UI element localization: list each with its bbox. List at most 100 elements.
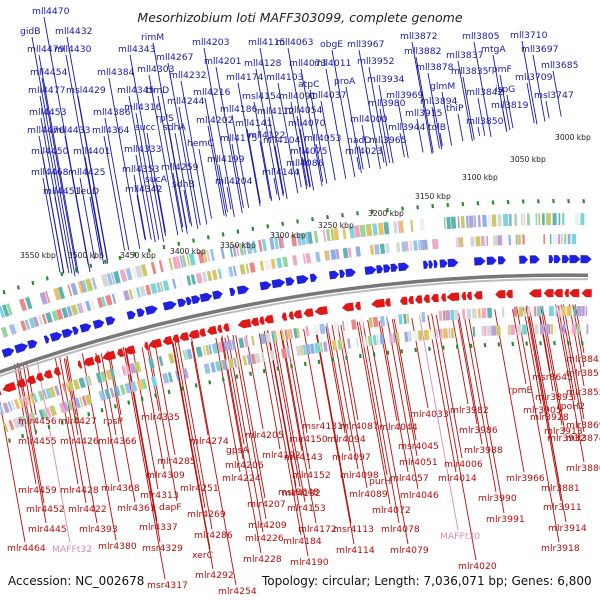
gene-label-mlr4335[interactable]: mlr4335 [141, 412, 180, 423]
gene-label-mlr4143[interactable]: mlr4143 [284, 452, 323, 463]
gene-label-mlr4464[interactable]: mlr4464 [7, 543, 46, 554]
gene-label-mll4011[interactable]: mll4011 [314, 58, 351, 69]
gene-label-mlr4205[interactable]: mlr4205 [245, 430, 284, 441]
gene-label-msl4154[interactable]: msl4154 [242, 91, 282, 102]
gene-label-mlr4209[interactable]: mlr4209 [248, 520, 287, 531]
gene-label-mll3967[interactable]: mll3967 [347, 39, 385, 50]
gene-label-mll4454[interactable]: mll4454 [30, 67, 68, 78]
gene-label-mlr3928[interactable]: mlr3928 [530, 412, 569, 423]
gene-label-xerc[interactable]: xerC [192, 550, 213, 561]
gene-label-mlr4098[interactable]: mlr4098 [340, 470, 379, 481]
gene-label-mlr3988[interactable]: mlr3988 [464, 445, 503, 456]
gene-label-mlr4150[interactable]: mlr4150 [289, 434, 328, 445]
gene-label-mlr4033[interactable]: mlr4033 [410, 409, 449, 420]
gene-label-rpls[interactable]: rplS [156, 113, 174, 124]
gene-label-mlr4192[interactable]: mlr4192 [262, 450, 301, 461]
gene-label-mll4103[interactable]: mll4103 [266, 72, 304, 83]
gene-label-mlr4072[interactable]: mlr4072 [372, 505, 411, 516]
gene-label-mlr4097[interactable]: mlr4097 [332, 452, 371, 463]
gene-label-mlr4006[interactable]: mlr4006 [444, 459, 483, 470]
gene-label-mll4479[interactable]: mll4479 [27, 44, 65, 55]
gene-label-mll4353[interactable]: mll4353 [122, 164, 160, 175]
gene-label-thip[interactable]: thiP [446, 103, 464, 114]
gene-label-mlr4380[interactable]: mlr4380 [98, 541, 137, 552]
gene-label-mll3878[interactable]: mll3878 [416, 62, 454, 73]
gene-label-mll3915[interactable]: mll3915 [405, 108, 443, 119]
gene-label-mlr4094[interactable]: mlr4094 [327, 434, 366, 445]
gene-label-mlr4368[interactable]: mlr4368 [101, 483, 140, 494]
gene-label-mlr4254[interactable]: mlr4254 [218, 586, 257, 597]
gene-label-mlr3869[interactable]: mlr3869 [566, 420, 600, 431]
gene-label-mll3710[interactable]: mll3710 [510, 30, 548, 41]
gene-label-dapf[interactable]: dapF [159, 502, 182, 513]
gene-label-mlr3986[interactable]: mlr3986 [459, 425, 498, 436]
gene-label-mll4000[interactable]: mll4000 [350, 114, 388, 125]
gene-label-mll4477[interactable]: mll4477 [28, 85, 66, 96]
gene-label-msr4113[interactable]: msr4113 [333, 524, 374, 535]
gene-label-mlr3966[interactable]: mlr3966 [506, 473, 545, 484]
gene-label-mlr4051[interactable]: mlr4051 [399, 457, 438, 468]
gene-label-mlr3982[interactable]: mlr3982 [450, 405, 489, 416]
gene-label-mll3944[interactable]: mll3944 [388, 122, 426, 133]
gene-label-mlr4274[interactable]: mlr4274 [190, 436, 229, 447]
gene-label-rpoh2[interactable]: rpoH2 [557, 401, 585, 412]
gene-label-mll4432[interactable]: mll4432 [55, 26, 92, 37]
gene-label-mlr3874[interactable]: mlr3874 [566, 433, 600, 444]
gene-label-mlr3843[interactable]: mlr3843 [566, 354, 600, 365]
gene-label-mlr4452[interactable]: mlr4452 [26, 504, 65, 515]
gene-label-msr4317[interactable]: msr4317 [147, 580, 188, 591]
gene-label-succ[interactable]: succ [135, 122, 156, 133]
gene-label-mlr3990[interactable]: mlr3990 [478, 493, 517, 504]
gene-label-mll4316[interactable]: mll4316 [124, 102, 162, 113]
gene-label-mlr4251[interactable]: mlr4251 [180, 483, 219, 494]
gene-label-mll4401[interactable]: mll4401 [73, 146, 110, 157]
gene-label-mll3850[interactable]: mll3850 [466, 116, 504, 127]
gene-label-mlr3918[interactable]: mlr3918 [541, 543, 580, 554]
gene-label-mll3709[interactable]: mll3709 [515, 72, 553, 83]
gene-label-mlr4422[interactable]: mlr4422 [68, 504, 107, 515]
gene-label-mlr4286[interactable]: mlr4286 [194, 530, 233, 541]
gene-label-mlr4078[interactable]: mlr4078 [381, 524, 420, 535]
gene-label-glmm[interactable]: glmM [430, 81, 455, 92]
gene-label-mlr4014[interactable]: mlr4014 [438, 473, 477, 484]
gene-label-hemc[interactable]: hemC [187, 138, 214, 149]
gene-label-mll4186[interactable]: mll4186 [220, 104, 258, 115]
gene-label-mll4144[interactable]: mll4144 [262, 167, 300, 178]
gene-label-mlr3913[interactable]: mlr3913 [544, 426, 583, 437]
gene-label-purh[interactable]: purH [369, 476, 391, 487]
gene-label-mlr4020[interactable]: mlr4020 [458, 561, 497, 572]
gene-label-mll4476[interactable]: mll4476 [27, 125, 65, 136]
gene-label-mll4342[interactable]: mll4342 [125, 184, 162, 195]
gene-label-mlr4445[interactable]: mlr4445 [28, 524, 67, 535]
gene-label-mlr4132[interactable]: mlr4132 [282, 488, 321, 499]
gene-label-mlr4172[interactable]: mlr4172 [298, 524, 337, 535]
gene-label-mlr3893[interactable]: mlr3893 [535, 392, 574, 403]
gene-label-mll3805[interactable]: mll3805 [462, 31, 500, 42]
gene-label-mlr4426[interactable]: mlr4426 [60, 436, 99, 447]
gene-label-msr8645[interactable]: msr8645 [532, 372, 573, 383]
gene-label-mll4054[interactable]: mll4054 [285, 105, 323, 116]
gene-label-mll4267[interactable]: mll4267 [156, 52, 194, 63]
gene-label-mlr4455[interactable]: mlr4455 [18, 436, 57, 447]
gene-label-mlr4184[interactable]: mlr4184 [283, 536, 322, 547]
gene-label-mlr4228[interactable]: mlr4228 [243, 554, 282, 565]
gene-label-mll4201[interactable]: mll4201 [204, 56, 241, 67]
gene-label-msr8648[interactable]: msr8648 [278, 487, 319, 498]
gene-label-mlr3851[interactable]: mlr3851 [566, 368, 600, 379]
gene-label-msl3747[interactable]: msl3747 [534, 90, 574, 101]
gene-label-mlr4089[interactable]: mlr4089 [349, 489, 388, 500]
gene-label-mll4343[interactable]: mll4343 [118, 44, 156, 55]
gene-label-obge[interactable]: obgE [320, 39, 343, 50]
gene-label-mlr4207[interactable]: mlr4207 [247, 499, 286, 510]
gene-label-rpme[interactable]: rpmE [508, 385, 533, 396]
gene-label-mll4199[interactable]: mll4199 [207, 154, 245, 165]
gene-label-mll4086[interactable]: mll4086 [286, 158, 324, 169]
gene-label-nadd[interactable]: nadD [347, 135, 371, 146]
gene-label-mll3837[interactable]: mll3837 [446, 50, 484, 61]
gene-label-mll4216[interactable]: mll4216 [193, 87, 231, 98]
gene-label-mll3872[interactable]: mll3872 [400, 31, 437, 42]
gene-label-mll4333[interactable]: mll4333 [124, 144, 162, 155]
gene-label-mll4450[interactable]: mll4450 [31, 146, 69, 157]
gene-label-mll4453[interactable]: mll4453 [29, 107, 67, 118]
gene-label-mlr4337[interactable]: mlr4337 [139, 522, 178, 533]
